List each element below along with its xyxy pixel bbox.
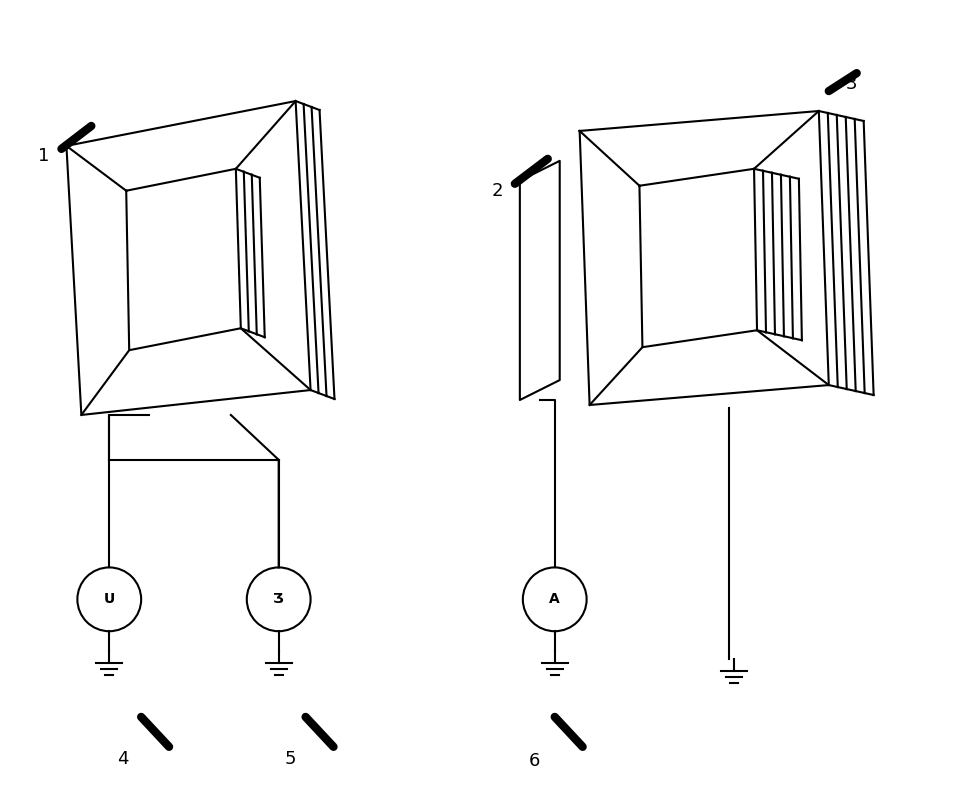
Text: 6: 6 [529, 751, 540, 770]
Text: 2: 2 [491, 182, 502, 200]
Text: 3: 3 [845, 75, 857, 93]
Text: Ʒ: Ʒ [273, 592, 284, 606]
Text: 4: 4 [117, 750, 129, 768]
Text: 1: 1 [38, 147, 50, 165]
Text: 5: 5 [285, 750, 296, 768]
Text: U: U [104, 592, 114, 606]
Text: A: A [549, 592, 559, 606]
